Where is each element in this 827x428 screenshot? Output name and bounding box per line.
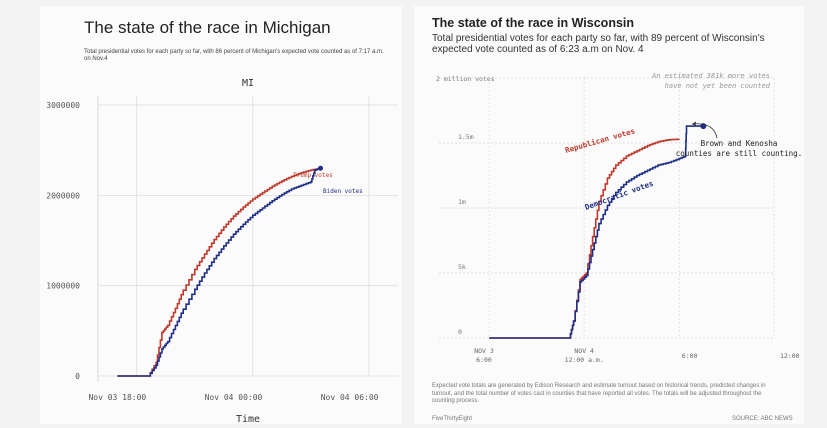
- michigan-x-axis-label: Time: [236, 414, 260, 424]
- michigan-y-tick-label: 3000000: [46, 101, 80, 110]
- wisconsin-y-tick-label: 0: [458, 328, 462, 336]
- michigan-legend-trump: Trump votes: [293, 172, 333, 179]
- michigan-chart-subtitle: Total presidential votes for each party …: [84, 49, 384, 62]
- wisconsin-footnote: Expected vote totals are generated by Ed…: [432, 383, 766, 404]
- wisconsin-y-tick-label: 1m: [458, 198, 466, 206]
- michigan-legend-biden: Biden votes: [323, 188, 363, 195]
- michigan-x-tick-label: Nov 03 18:00: [88, 393, 146, 402]
- wisconsin-annotation-counties: Brown and Kenosha: [701, 139, 778, 148]
- michigan-panel-label: MI: [242, 78, 254, 89]
- wisconsin-x-tick-label: 12:00 a.m.: [565, 356, 604, 364]
- wisconsin-annotation-uncounted: An estimated 381k more votes: [651, 72, 770, 80]
- wisconsin-credit: FiveThirtyEight: [432, 416, 473, 422]
- michigan-series-line-biden: [117, 167, 322, 377]
- michigan-x-tick-label: Nov 04 06:00: [321, 393, 379, 402]
- wisconsin-chart-subtitle: Total presidential votes for each party …: [432, 33, 765, 55]
- wisconsin-y-tick-label: 1.5m: [458, 133, 474, 141]
- michigan-y-tick-label: 1000000: [46, 282, 80, 291]
- michigan-series-line-trump: [117, 167, 322, 377]
- wisconsin-series-line-republican: [489, 138, 680, 339]
- wisconsin-annotation-counties: counties are still counting.: [676, 149, 802, 158]
- michigan-x-tick-label: Nov 04 00:00: [205, 393, 263, 402]
- wisconsin-x-tick-label: NOV 4: [574, 347, 594, 355]
- wisconsin-series-line-democratic: [489, 125, 704, 339]
- wisconsin-annotation-uncounted: have not yet been counted: [665, 82, 771, 90]
- wisconsin-annotation-arrowhead: [692, 121, 696, 126]
- michigan-end-point: [318, 165, 324, 171]
- wisconsin-source: SOURCE: ABC NEWS: [732, 416, 793, 422]
- wisconsin-label-republican: Republican votes: [564, 126, 636, 155]
- michigan-line-chart: 0 1000000 2000000 3000000 Nov 03 18:00 Nov 04…: [46, 78, 398, 424]
- wisconsin-x-tick-label: 6:00: [476, 356, 492, 364]
- michigan-y-tick-label: 2000000: [46, 191, 80, 200]
- michigan-chart-title: The state of the race in Michigan: [84, 18, 331, 37]
- wisconsin-y-tick-label: 2 million votes: [436, 75, 495, 83]
- wisconsin-label-democratic: Democratic votes: [584, 179, 655, 212]
- michigan-y-tick-label: 0: [75, 372, 80, 381]
- wisconsin-x-tick-label: 6:00: [682, 352, 698, 360]
- wisconsin-x-tick-label: 12:00: [780, 352, 800, 360]
- wisconsin-chart-panel: The state of the race in Wisconsin Total…: [414, 6, 804, 424]
- michigan-chart-panel: The state of the race in Michigan Total …: [40, 6, 402, 424]
- wisconsin-y-tick-label: 5k: [458, 263, 466, 271]
- wisconsin-chart-title: The state of the race in Wisconsin: [432, 16, 635, 30]
- wisconsin-x-tick-label: NOV 3: [474, 347, 494, 355]
